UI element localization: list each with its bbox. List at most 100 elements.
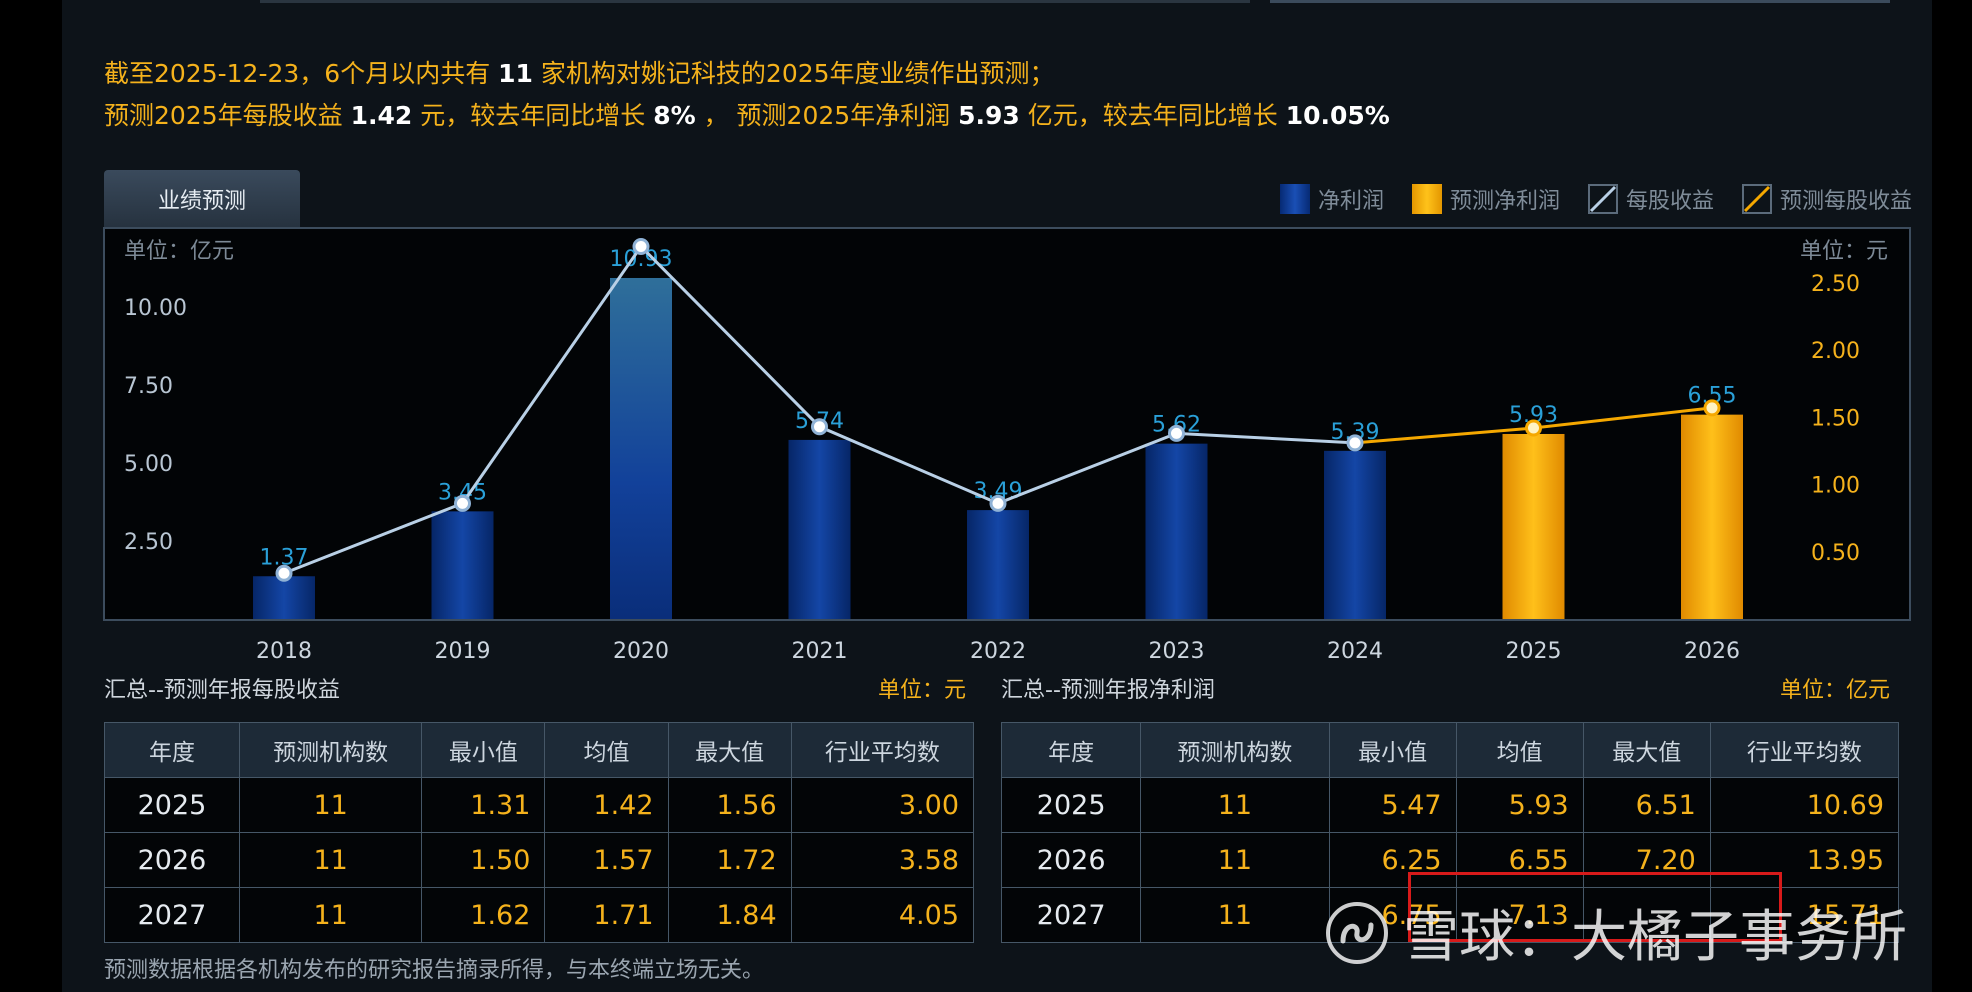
col-header-mean: 均值 (1455, 722, 1584, 778)
col-header-min: 最小值 (1328, 722, 1457, 778)
net-profit-bar (1145, 443, 1208, 619)
eps-growth-value: 8% (653, 101, 696, 130)
legend-label: 预测每股收益 (1779, 189, 1912, 214)
cell-industry-avg: 10.69 (1709, 777, 1900, 833)
legend-item-forecast-eps[interactable]: 预测每股收益 (1741, 183, 1912, 215)
summary-line-2: 预测2025年每股收益 1.42 元，较去年同比增长 8% ， 预测2025年净… (104, 96, 1390, 132)
col-header-year: 年度 (104, 722, 240, 778)
left-tick-label: 10.00 (124, 296, 187, 321)
forecast-net-profit-value: 5.93 (958, 101, 1020, 130)
left-tick-label: 7.50 (124, 374, 173, 399)
cell-industry-avg: 4.05 (790, 887, 975, 943)
forecast-net-profit-bar (1502, 433, 1565, 619)
summary-text: 元，较去年同比增长 (420, 101, 646, 130)
legend-label: 每股收益 (1625, 189, 1714, 214)
table-row: 2025 11 5.47 5.93 6.51 10.69 (1000, 777, 1900, 833)
cell-count: 11 (238, 777, 423, 833)
summary-text: 预测2025年每股收益 (104, 101, 343, 130)
cell-year: 2027 (104, 887, 240, 943)
net-profit-bar (967, 510, 1029, 619)
col-header-industry-avg: 行业平均数 (1709, 722, 1900, 778)
chart-legend: 净利润 预测净利润 每股收益 预测每股收益 (1279, 183, 1912, 215)
highlight-box (1408, 872, 1782, 942)
net-profit-bar (1324, 450, 1386, 619)
cell-mean: 1.42 (544, 777, 669, 833)
table-row: 2027 11 6.75 7.13 15.71 (1000, 887, 1900, 943)
table-row: 2026 11 1.50 1.57 1.72 3.58 (104, 832, 975, 888)
x-tick-label: 2025 (1506, 639, 1562, 664)
x-tick-label: 2023 (1149, 639, 1205, 664)
cell-industry-avg: 3.00 (790, 777, 975, 833)
top-tab-strip-active (1270, 0, 1890, 3)
cell-count: 11 (1140, 777, 1330, 833)
tab-label: 业绩预测 (157, 188, 246, 214)
cell-min: 1.31 (421, 777, 546, 833)
cell-max (1582, 887, 1711, 943)
disclaimer-note: 预测数据根据各机构发布的研究报告摘录所得，与本终端立场无关。 (104, 958, 765, 983)
cell-year: 2026 (1000, 832, 1142, 888)
eps-point (1346, 434, 1364, 452)
net-profit-table-unit: 单位：亿元 (1780, 678, 1891, 703)
summary-text: 亿元，较去年同比增长 (1027, 101, 1278, 130)
legend-item-forecast-net-profit[interactable]: 预测净利润 (1411, 183, 1560, 215)
table-header-row: 年度 预测机构数 最小值 均值 最大值 行业平均数 (1000, 722, 1900, 778)
eps-point (989, 494, 1007, 512)
left-tick-label: 5.00 (124, 452, 173, 477)
x-tick-label: 2021 (792, 639, 848, 664)
eps-point (1168, 424, 1185, 442)
cell-count: 11 (1140, 887, 1330, 943)
left-unit-label: 单位：亿元 (124, 239, 234, 264)
cell-count: 11 (1140, 832, 1330, 888)
tab-performance-forecast[interactable]: 业绩预测 (104, 170, 300, 227)
legend-label: 预测净利润 (1449, 189, 1560, 214)
summary-text: ， 预测2025年净利润 (703, 101, 951, 130)
cell-mean: 1.57 (544, 832, 669, 888)
summary-text: 家机构对姚记科技的2025年度业绩作出预测； (540, 59, 1055, 88)
forecast-eps-point (1525, 419, 1542, 437)
legend-line-icon (1587, 184, 1618, 214)
right-tick-label: 1.00 (1811, 474, 1860, 499)
legend-label: 净利润 (1317, 189, 1384, 214)
col-header-year: 年度 (1000, 722, 1142, 778)
table-header-row: 年度 预测机构数 最小值 均值 最大值 行业平均数 (104, 722, 975, 778)
watermark: 雪球：大橘子事务所 (1325, 892, 1907, 973)
eps-forecast-table: 年度 预测机构数 最小值 均值 最大值 行业平均数 2025 11 1.31 1… (104, 722, 975, 943)
forecast-eps-point (1703, 399, 1721, 417)
right-tick-label: 2.00 (1811, 339, 1860, 364)
cell-year: 2027 (1000, 887, 1142, 943)
col-header-industry-avg: 行业平均数 (790, 722, 975, 778)
legend-swatch-icon (1279, 184, 1310, 214)
x-tick-label: 2019 (435, 639, 491, 664)
cell-count: 11 (238, 887, 423, 943)
net-profit-table-title: 汇总--预测年报净利润 (1001, 678, 1215, 703)
left-tick-label: 2.50 (124, 530, 173, 555)
col-header-max: 最大值 (667, 722, 792, 778)
cell-min: 1.62 (421, 887, 546, 943)
col-header-mean: 均值 (544, 722, 669, 778)
watermark-text: 雪球：大橘子事务所 (1403, 905, 1907, 970)
legend-item-eps[interactable]: 每股收益 (1587, 183, 1714, 215)
eps-point (632, 237, 650, 255)
cell-year: 2025 (104, 777, 240, 833)
eps-point (811, 418, 828, 436)
cell-mean: 5.93 (1455, 777, 1584, 833)
cell-max: 6.51 (1582, 777, 1711, 833)
cell-mean: 1.71 (544, 887, 669, 943)
legend-item-net-profit[interactable]: 净利润 (1279, 183, 1384, 215)
x-tick-label: 2018 (256, 639, 312, 664)
cell-min: 5.47 (1328, 777, 1457, 833)
right-tick-label: 1.50 (1811, 406, 1860, 431)
cell-min: 1.50 (421, 832, 546, 888)
eps-table-unit: 单位：元 (878, 678, 967, 703)
cell-mean: 7.13 (1455, 887, 1584, 943)
right-tick-label: 2.50 (1811, 272, 1860, 297)
net-profit-bar (431, 511, 494, 619)
table-row: 2027 11 1.62 1.71 1.84 4.05 (104, 887, 975, 943)
eps-point (454, 494, 471, 512)
col-header-max: 最大值 (1582, 722, 1711, 778)
right-unit-label: 单位：元 (1800, 239, 1888, 264)
legend-line-icon (1741, 184, 1772, 214)
cell-max: 1.84 (667, 887, 792, 943)
net-profit-bar (253, 576, 315, 619)
